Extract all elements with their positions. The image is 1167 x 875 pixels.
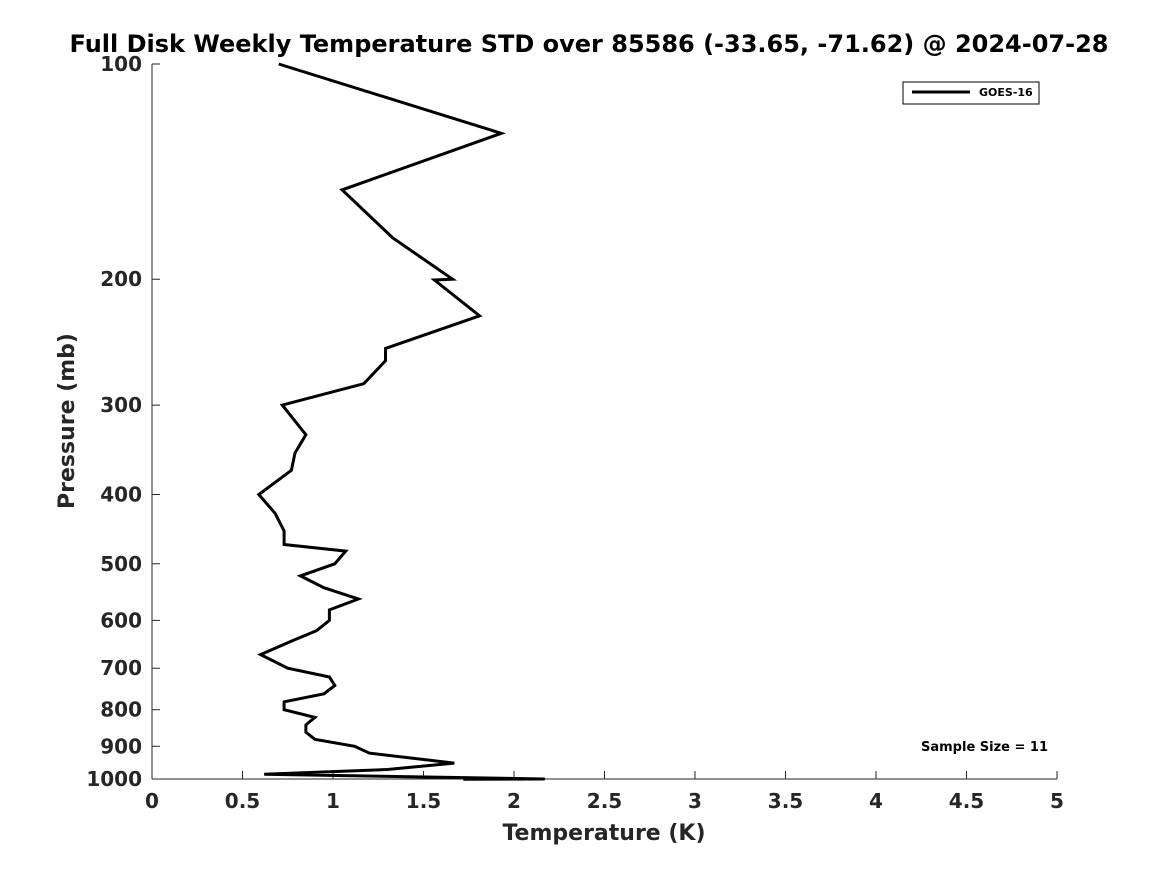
y-tick-label: 200 — [100, 267, 142, 291]
series-group — [256, 62, 545, 781]
series-line — [256, 62, 545, 781]
x-tick-label: 1 — [326, 789, 340, 813]
sample-size-annotation: Sample Size = 11 — [921, 740, 1048, 755]
chart-title: Full Disk Weekly Temperature STD over 85… — [70, 30, 1109, 58]
y-tick-label: 800 — [100, 698, 142, 722]
x-axis-label: Temperature (K) — [502, 821, 705, 846]
y-tick-label: 900 — [100, 734, 142, 758]
y-tick-label: 500 — [100, 552, 142, 576]
x-tick-label: 0 — [145, 789, 159, 813]
x-tick-label: 0.5 — [225, 789, 260, 813]
x-tick-label: 4.5 — [949, 789, 984, 813]
x-axis-ticks: 0 0.5 1 1.5 2 2.5 3 3.5 4 4.5 5 — [145, 771, 1064, 813]
y-tick-label: 100 — [100, 52, 142, 76]
y-tick-label: 300 — [100, 393, 142, 417]
x-tick-label: 2 — [507, 789, 521, 813]
y-tick-label: 600 — [100, 608, 142, 632]
x-tick-label: 2.5 — [587, 789, 622, 813]
y-tick-label: 700 — [100, 656, 142, 680]
y-tick-label: 1000 — [86, 767, 142, 791]
plot-area — [151, 64, 1057, 780]
x-tick-label: 1.5 — [406, 789, 441, 813]
y-axis-label: Pressure (mb) — [55, 333, 80, 509]
y-tick-label: 400 — [100, 482, 142, 506]
x-tick-label: 3.5 — [768, 789, 803, 813]
x-tick-label: 5 — [1050, 789, 1064, 813]
x-tick-label: 4 — [869, 789, 883, 813]
legend-label: GOES-16 — [979, 86, 1033, 99]
legend: GOES-16 — [902, 81, 1040, 105]
legend-box — [902, 81, 1040, 105]
x-tick-label: 3 — [688, 789, 702, 813]
y-axis-ticks: 100 200 300 400 500 600 700 800 900 1000 — [86, 52, 160, 791]
